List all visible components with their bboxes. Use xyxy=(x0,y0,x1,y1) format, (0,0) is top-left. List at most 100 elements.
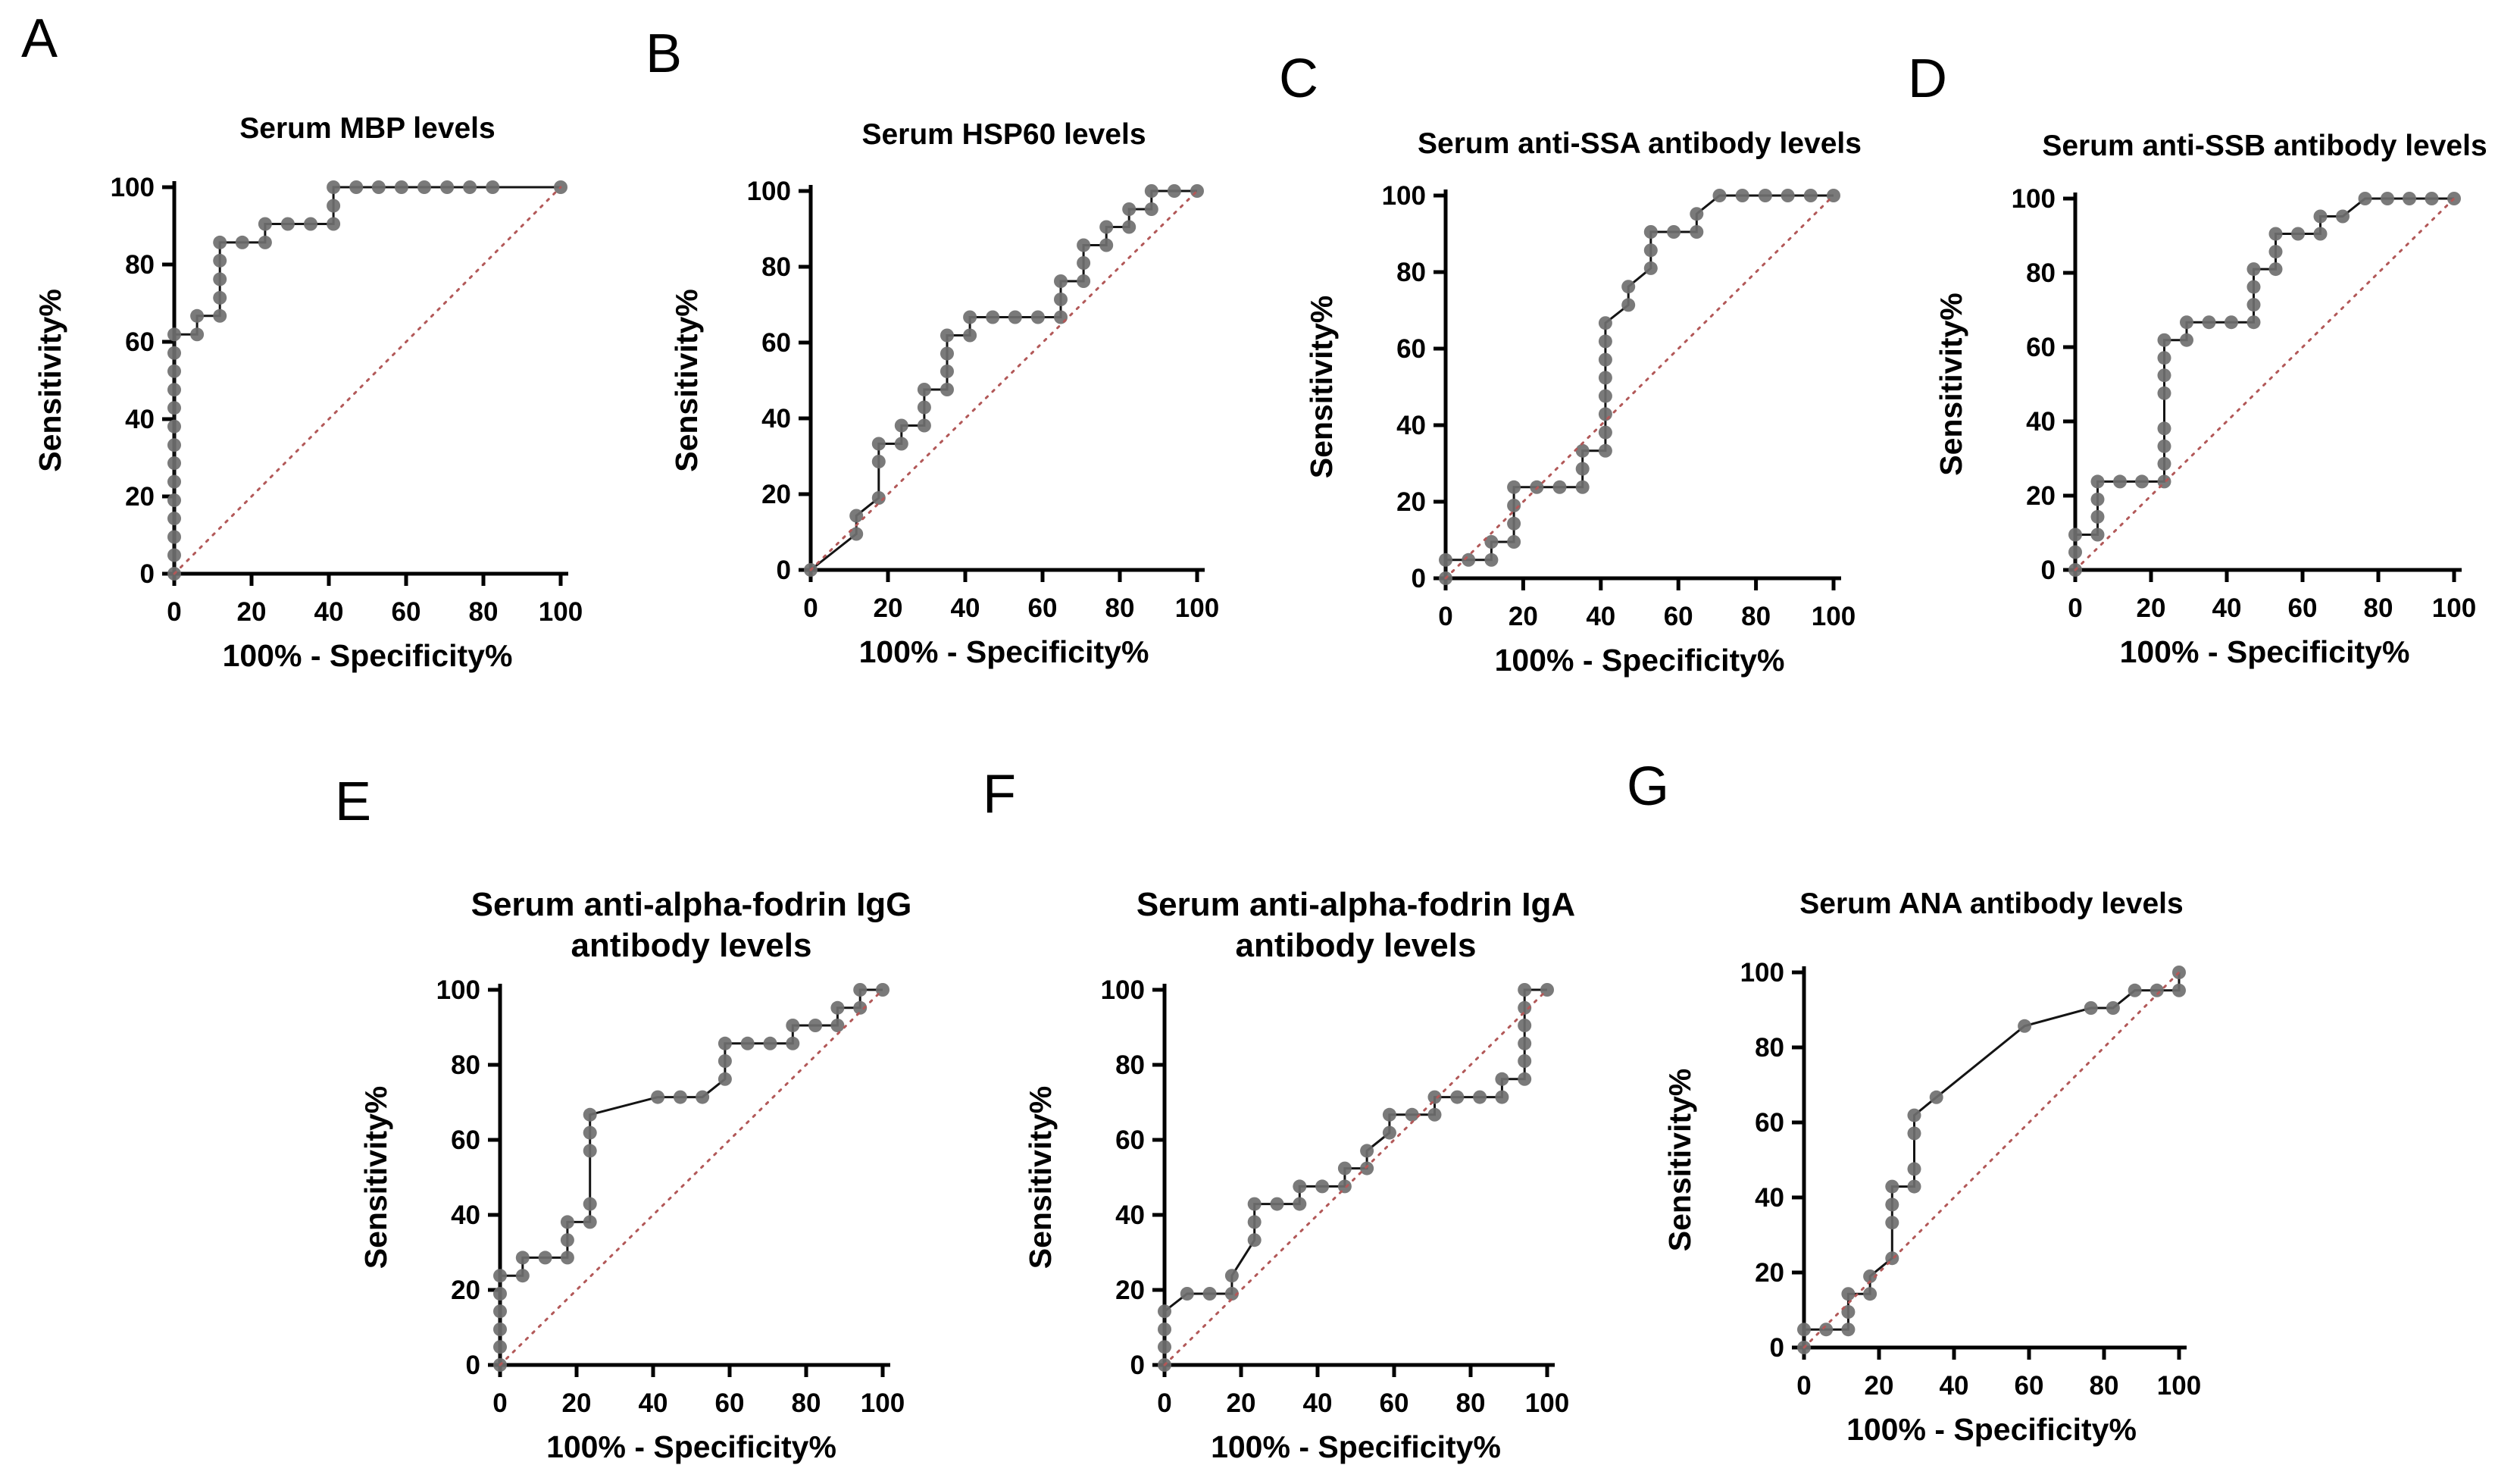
roc-marker-B xyxy=(1077,274,1091,288)
x-tick-label-B-80: 80 xyxy=(1105,593,1135,623)
roc-marker-C xyxy=(1643,261,1658,275)
roc-marker-F xyxy=(1315,1179,1330,1194)
roc-marker-B xyxy=(1099,238,1114,252)
roc-marker-D xyxy=(2246,315,2261,330)
x-axis-label-E: 100% - Specificity% xyxy=(546,1429,836,1464)
x-tick-label-F-0: 0 xyxy=(1157,1388,1171,1418)
x-tick-label-E-80: 80 xyxy=(792,1388,821,1418)
y-tick-label-C-100: 100 xyxy=(1382,181,1426,211)
x-axis-label-A: 100% - Specificity% xyxy=(223,638,513,673)
x-tick-label-A-0: 0 xyxy=(167,597,181,627)
roc-marker-G xyxy=(2150,983,2164,997)
y-axis-label-A: Sensitivity% xyxy=(33,289,67,472)
roc-marker-G xyxy=(1841,1287,1856,1301)
roc-marker-B xyxy=(1122,202,1137,216)
x-tick-label-C-60: 60 xyxy=(1664,602,1693,631)
y-tick-label-E-100: 100 xyxy=(436,975,480,1005)
roc-marker-C xyxy=(1598,425,1612,440)
roc-marker-E xyxy=(876,983,890,997)
roc-marker-F xyxy=(1337,1161,1352,1175)
roc-marker-E xyxy=(583,1197,597,1211)
chart-title-E-line1: Serum anti-alpha-fodrin IgG xyxy=(471,886,912,923)
x-tick-label-A-100: 100 xyxy=(539,597,583,627)
roc-marker-B xyxy=(917,418,931,433)
roc-marker-C xyxy=(1781,189,1795,202)
x-tick-label-B-60: 60 xyxy=(1028,593,1058,623)
x-tick-label-E-40: 40 xyxy=(639,1388,668,1418)
roc-marker-B xyxy=(940,346,954,361)
roc-marker-A xyxy=(167,512,181,526)
y-axis-label-D: Sensitivity% xyxy=(1934,293,1968,476)
roc-marker-D xyxy=(2090,474,2105,489)
roc-marker-G xyxy=(1797,1323,1811,1337)
roc-marker-D xyxy=(2157,386,2171,400)
roc-marker-A xyxy=(167,438,181,452)
roc-marker-E xyxy=(696,1090,710,1104)
chart-title-C-line1: Serum anti-SSA antibody levels xyxy=(1418,127,1862,160)
y-tick-label-D-60: 60 xyxy=(2026,333,2056,362)
roc-marker-A xyxy=(167,474,181,489)
roc-marker-F xyxy=(1518,1072,1532,1086)
roc-marker-E xyxy=(493,1323,507,1336)
roc-marker-E xyxy=(493,1304,507,1319)
y-tick-label-C-80: 80 xyxy=(1396,258,1426,287)
roc-marker-B xyxy=(1190,184,1204,198)
x-tick-label-B-100: 100 xyxy=(1175,593,1219,623)
x-tick-label-G-0: 0 xyxy=(1796,1371,1811,1401)
roc-marker-B xyxy=(871,437,886,451)
chart-title-D-line1: Serum anti-SSB antibody levels xyxy=(2042,130,2487,162)
roc-marker-F xyxy=(1518,1019,1532,1032)
x-axis-label-C: 100% - Specificity% xyxy=(1495,643,1785,678)
roc-marker-G xyxy=(1885,1197,1899,1212)
roc-marker-F xyxy=(1427,1090,1442,1104)
roc-marker-C xyxy=(1735,189,1749,202)
y-tick-label-B-100: 100 xyxy=(747,177,791,206)
x-tick-label-F-60: 60 xyxy=(1380,1388,1409,1418)
roc-marker-A xyxy=(258,217,272,231)
roc-marker-C xyxy=(1484,553,1499,567)
roc-marker-C xyxy=(1598,316,1612,330)
panel-letter-A: A xyxy=(21,8,58,69)
x-tick-label-E-60: 60 xyxy=(715,1388,745,1418)
roc-marker-C xyxy=(1575,443,1590,458)
roc-marker-D xyxy=(2068,545,2082,559)
roc-marker-G xyxy=(2018,1019,2032,1033)
y-tick-label-F-20: 20 xyxy=(1115,1276,1145,1305)
roc-marker-D xyxy=(2090,492,2105,506)
roc-marker-B xyxy=(871,455,886,468)
roc-marker-C xyxy=(1598,389,1612,403)
roc-marker-A xyxy=(167,419,181,434)
roc-marker-A xyxy=(213,253,227,268)
roc-marker-C xyxy=(1598,371,1612,385)
roc-marker-C xyxy=(1712,189,1727,202)
roc-marker-E xyxy=(718,1072,732,1086)
roc-marker-A xyxy=(327,217,341,231)
roc-marker-D xyxy=(2268,245,2283,259)
y-axis-label-B: Sensitivity% xyxy=(669,289,704,472)
y-axis-label-E: Sensitivity% xyxy=(358,1086,393,1269)
roc-marker-E xyxy=(786,1036,800,1050)
y-axis-label-G: Sensitivity% xyxy=(1662,1069,1697,1252)
roc-marker-A xyxy=(235,235,249,249)
x-tick-label-F-80: 80 xyxy=(1456,1388,1486,1418)
roc-marker-E xyxy=(583,1125,597,1140)
roc-marker-E xyxy=(560,1215,574,1229)
panel-letter-G: G xyxy=(1627,756,1669,817)
y-tick-label-D-0: 0 xyxy=(2041,556,2056,585)
panel-letter-C: C xyxy=(1279,49,1318,109)
roc-marker-B xyxy=(849,509,864,523)
roc-marker-B xyxy=(894,418,908,433)
y-tick-label-E-0: 0 xyxy=(466,1351,480,1380)
x-tick-label-C-100: 100 xyxy=(1812,602,1856,631)
roc-marker-C xyxy=(1598,334,1612,349)
roc-marker-F xyxy=(1293,1197,1307,1211)
roc-marker-F xyxy=(1158,1323,1171,1336)
x-tick-label-G-20: 20 xyxy=(1865,1371,1894,1401)
roc-marker-B xyxy=(940,383,954,396)
roc-marker-A xyxy=(440,180,455,194)
y-tick-label-B-20: 20 xyxy=(761,480,791,509)
roc-marker-A xyxy=(167,493,181,508)
roc-marker-G xyxy=(1907,1162,1921,1176)
y-tick-label-A-20: 20 xyxy=(125,482,155,512)
x-axis-label-G: 100% - Specificity% xyxy=(1846,1412,2137,1447)
